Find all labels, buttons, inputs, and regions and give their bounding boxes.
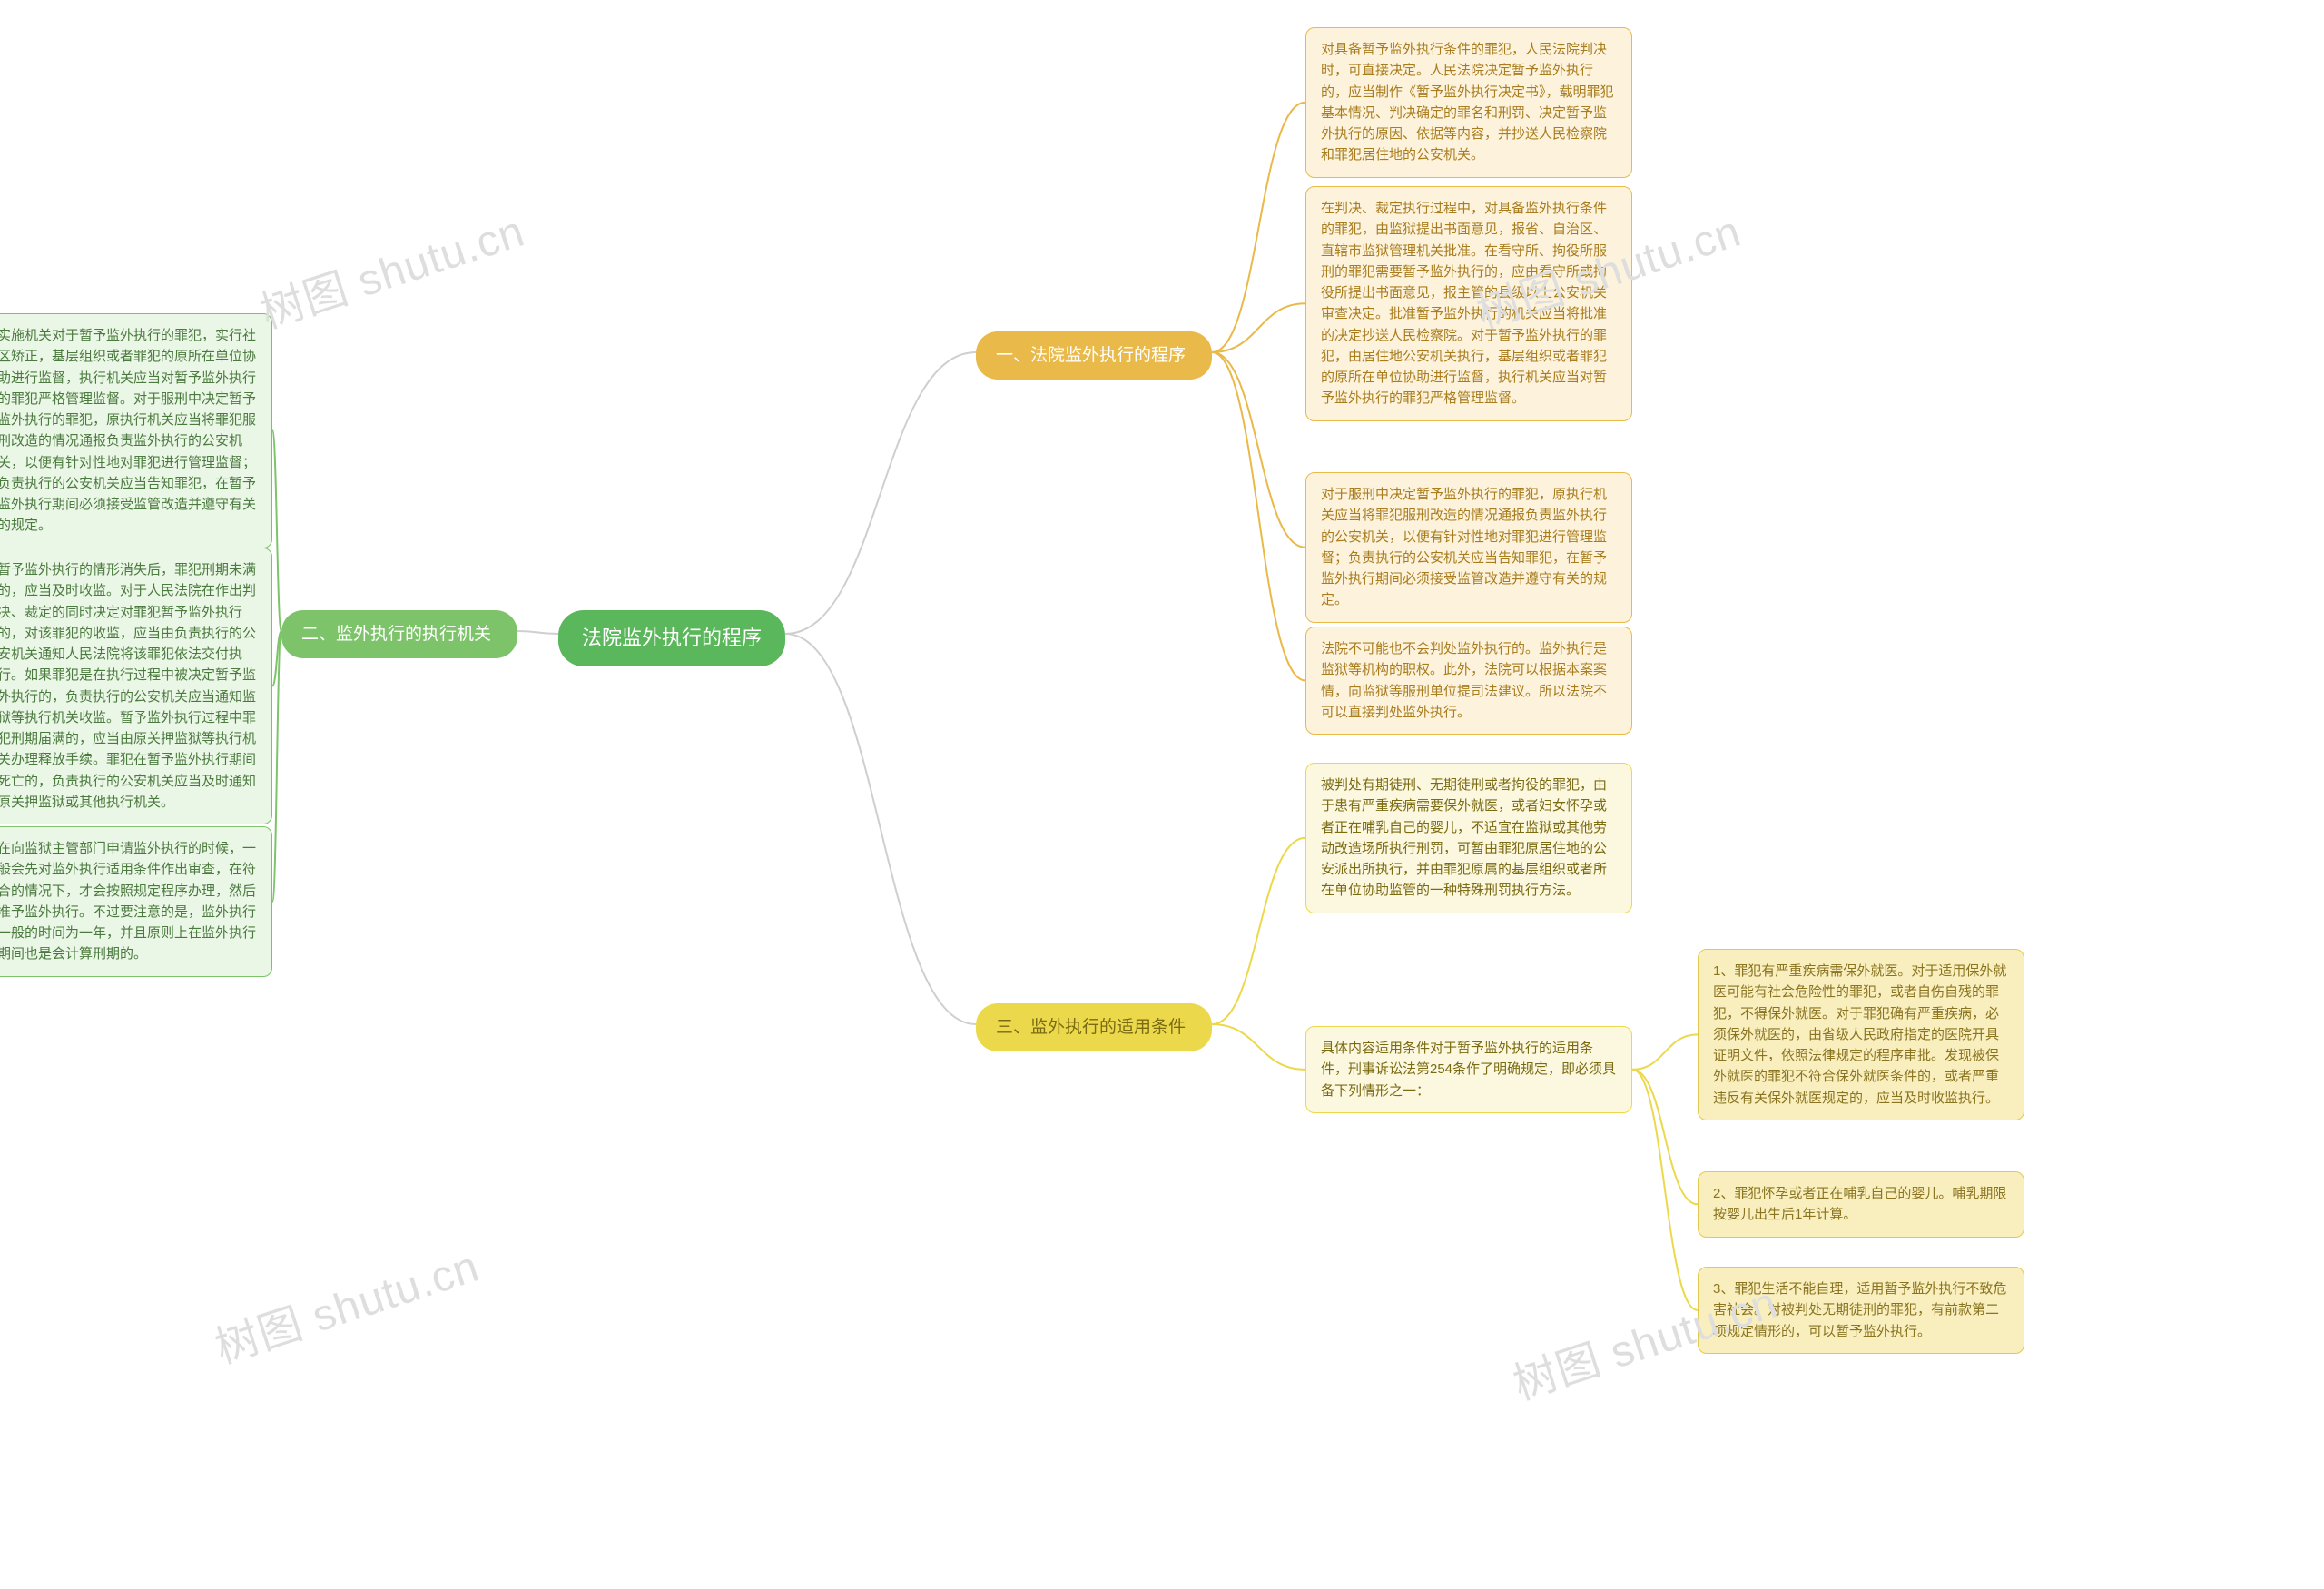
watermark: 树图 shutu.cn xyxy=(251,195,532,340)
branch-node-b3: 三、监外执行的适用条件 xyxy=(976,1003,1212,1051)
branch-node-b2: 二、监外执行的执行机关 xyxy=(281,610,517,658)
leaf-node: 对具备暂予监外执行条件的罪犯，人民法院判决时，可直接决定。人民法院决定暂予监外执… xyxy=(1305,27,1632,178)
sub-leaf-node: 3、罪犯生活不能自理，适用暂予监外执行不致危害社会。对被判处无期徒刑的罪犯，有前… xyxy=(1698,1267,2024,1354)
sub-leaf-node: 1、罪犯有严重疾病需保外就医。对于适用保外就医可能有社会危险性的罪犯，或者自伤自… xyxy=(1698,949,2024,1120)
root-node: 法院监外执行的程序 xyxy=(558,610,785,666)
leaf-node: 实施机关对于暂予监外执行的罪犯，实行社区矫正，基层组织或者罪犯的原所在单位协助进… xyxy=(0,313,272,548)
leaf-node: 暂予监外执行的情形消失后，罪犯刑期未满的，应当及时收监。对于人民法院在作出判决、… xyxy=(0,548,272,824)
leaf-node: 对于服刑中决定暂予监外执行的罪犯，原执行机关应当将罪犯服刑改造的情况通报负责监外… xyxy=(1305,472,1632,623)
sub-leaf-node: 2、罪犯怀孕或者正在哺乳自己的婴儿。哺乳期限按婴儿出生后1年计算。 xyxy=(1698,1171,2024,1238)
leaf-node: 被判处有期徒刑、无期徒刑或者拘役的罪犯，由于患有严重疾病需要保外就医，或者妇女怀… xyxy=(1305,763,1632,913)
branch-node-b1: 一、法院监外执行的程序 xyxy=(976,331,1212,380)
leaf-node: 在向监狱主管部门申请监外执行的时候，一般会先对监外执行适用条件作出审查，在符合的… xyxy=(0,826,272,977)
leaf-node: 具体内容适用条件对于暂予监外执行的适用条件，刑事诉讼法第254条作了明确规定，即… xyxy=(1305,1026,1632,1113)
watermark: 树图 shutu.cn xyxy=(206,1230,487,1376)
leaf-node: 在判决、裁定执行过程中，对具备监外执行条件的罪犯，由监狱提出书面意见，报省、自治… xyxy=(1305,186,1632,421)
leaf-node: 法院不可能也不会判处监外执行的。监外执行是监狱等机构的职权。此外，法院可以根据本… xyxy=(1305,627,1632,735)
